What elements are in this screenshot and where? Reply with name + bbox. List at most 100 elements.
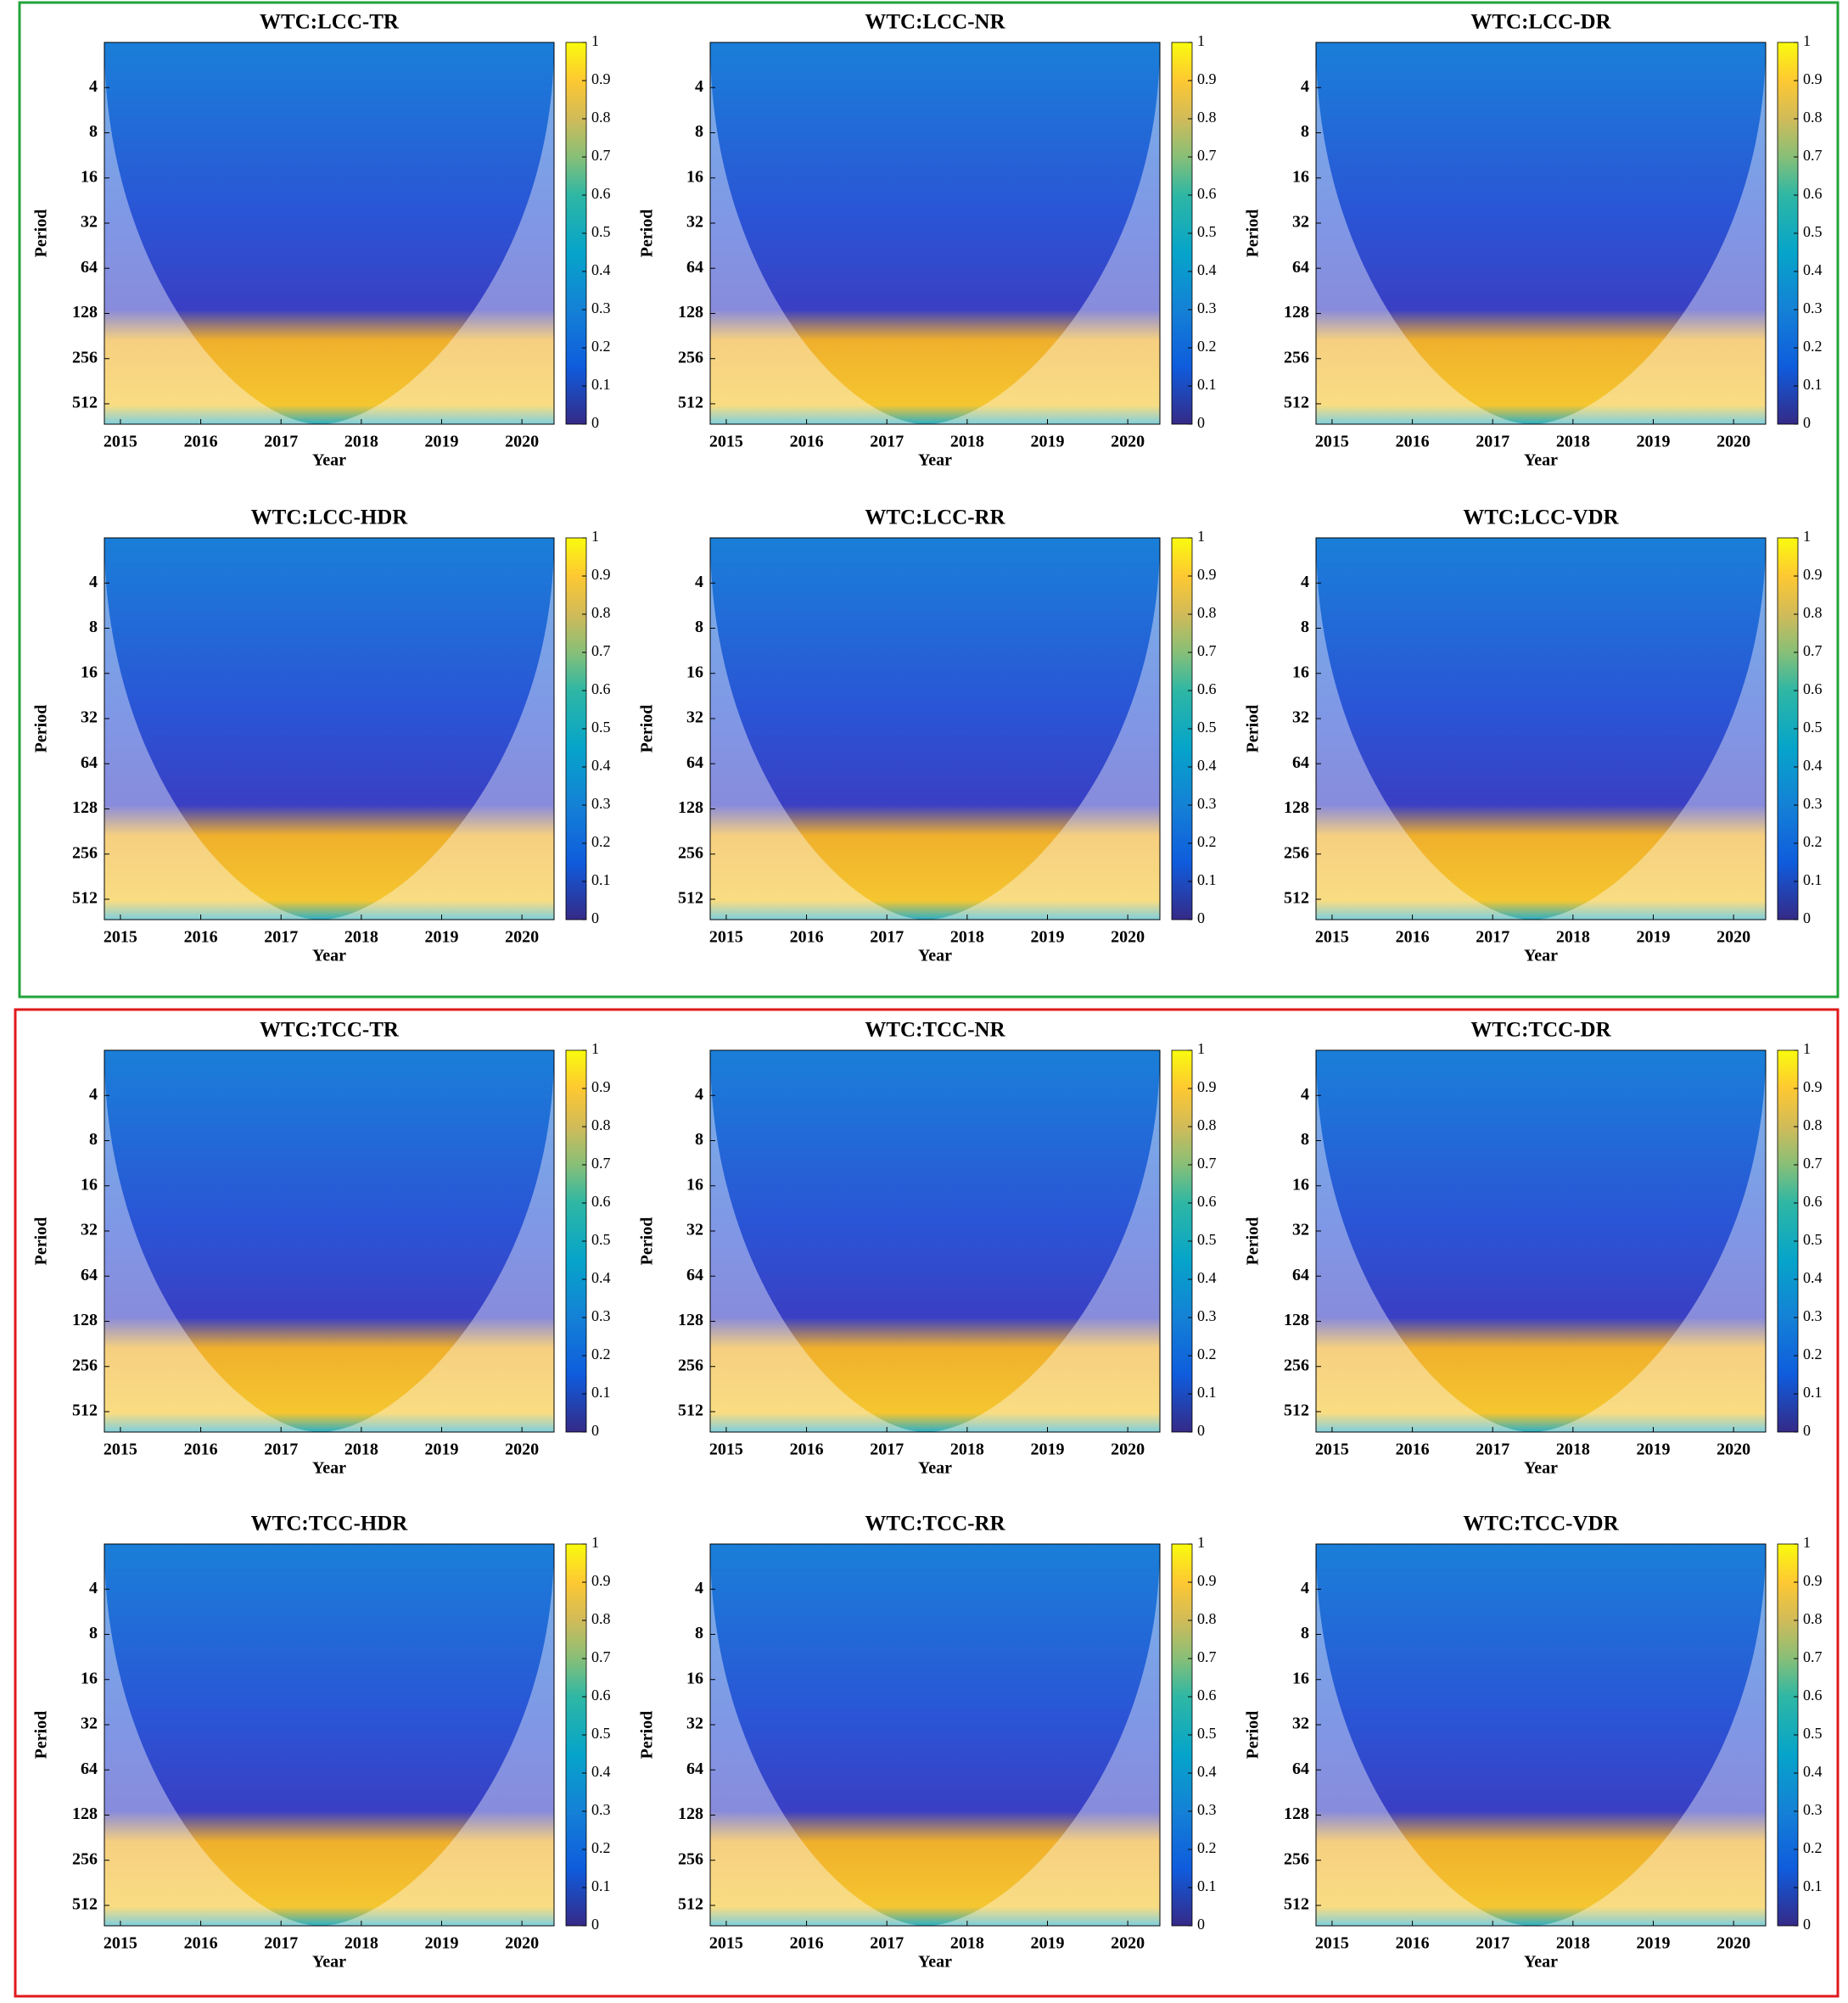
cone-of-influence: [1316, 1544, 1766, 1926]
x-tick-label: 2018: [344, 1934, 378, 1953]
x-tick-label: 2016: [184, 1441, 218, 1459]
x-axis-label: Year: [312, 947, 346, 965]
x-tick-label: 2018: [344, 433, 378, 451]
y-tick-label: 512: [72, 889, 98, 908]
cone-of-influence: [104, 538, 554, 920]
colorbar-tick-label: 0.2: [1197, 1839, 1217, 1856]
y-tick-label: 32: [81, 1221, 98, 1239]
colorbar-tick-label: 0.9: [591, 1572, 611, 1589]
x-tick-label: 2019: [1031, 1934, 1065, 1953]
y-tick-label: 128: [72, 798, 98, 817]
y-tick-label: 128: [678, 798, 703, 817]
y-tick-label: 8: [1301, 1130, 1309, 1149]
colorbar-tick-label: 0.6: [1803, 680, 1823, 697]
colorbar-tick-label: 0.1: [1803, 376, 1823, 393]
cone-of-influence: [710, 1050, 1160, 1432]
x-tick-label: 2020: [505, 928, 539, 947]
x-tick-label: 2015: [104, 1934, 137, 1953]
y-tick-label: 32: [81, 213, 98, 232]
colorbar-tick-label: 0: [1197, 1916, 1205, 1933]
colorbar-tick-label: 1: [1197, 528, 1205, 545]
y-tick-label: 512: [72, 1402, 98, 1420]
colorbar-tick-label: 1: [1197, 32, 1205, 49]
x-tick-label: 2019: [425, 1441, 459, 1459]
panel-title: WTC:TCC-HDR: [251, 1513, 409, 1536]
y-tick-label: 64: [81, 1760, 98, 1778]
x-tick-label: 2017: [264, 433, 298, 451]
y-axis-label: Period: [638, 1711, 657, 1760]
plot-frame: [709, 537, 1161, 920]
y-tick-label: 16: [686, 1669, 703, 1687]
colorbar-tick-label: 0.9: [591, 566, 611, 583]
colorbar-tick-label: 0.3: [591, 795, 611, 812]
x-tick-label: 2015: [104, 1441, 137, 1459]
x-tick-label: 2015: [104, 433, 137, 451]
colorbar-tick-label: 0.4: [1803, 261, 1823, 278]
coherence-field: [104, 1544, 554, 1926]
colorbar-tick-label: 0.2: [591, 1839, 611, 1856]
colorbar-tick-label: 1: [1803, 528, 1811, 545]
colorbar-tick-label: 0.8: [1803, 109, 1823, 126]
colorbar-tick-label: 0.9: [1197, 1572, 1217, 1589]
x-tick-label: 2015: [709, 1934, 743, 1953]
plot-frame: [104, 1049, 555, 1433]
y-tick-label: 8: [1301, 1624, 1309, 1642]
x-axis-label: Year: [1524, 947, 1558, 965]
y-tick-label: 4: [89, 1579, 98, 1597]
coherence-field: [104, 1050, 554, 1432]
colorbar-tick-label: 0.3: [1803, 795, 1823, 812]
y-tick-label: 4: [695, 1085, 703, 1104]
y-tick-label: 128: [1284, 303, 1309, 322]
colorbar-tick-label: 0.1: [1197, 1384, 1217, 1401]
x-tick-label: 2020: [1111, 433, 1145, 451]
y-tick-label: 64: [686, 258, 703, 277]
x-tick-label: 2016: [790, 928, 824, 947]
y-tick-label: 64: [1292, 258, 1309, 277]
y-axis-label: Period: [32, 1217, 51, 1266]
colorbar-tick-label: 0: [1803, 1916, 1811, 1933]
panel-title: WTC:TCC-RR: [865, 1513, 1005, 1536]
y-tick-label: 8: [1301, 122, 1309, 141]
colorbar-tick-label: 0.5: [591, 719, 611, 736]
colorbar-tick-label: 0.1: [1197, 1877, 1217, 1894]
colorbar-tick-label: 0: [1197, 909, 1205, 926]
panel-title: WTC:LCC-VDR: [1463, 506, 1619, 529]
colorbar-tick-label: 0.7: [591, 1155, 611, 1172]
x-tick-label: 2019: [1031, 1441, 1065, 1459]
y-tick-label: 256: [72, 1849, 98, 1868]
plot-frame: [1315, 42, 1767, 425]
y-tick-label: 8: [695, 1624, 703, 1642]
coherence-field: [104, 42, 554, 424]
y-tick-label: 512: [1284, 1895, 1309, 1914]
y-axis-label: Period: [32, 1711, 51, 1760]
x-tick-label: 2016: [184, 1934, 218, 1953]
colorbar-tick-label: 0.1: [591, 376, 611, 393]
x-tick-label: 2020: [1111, 928, 1145, 947]
coherence-field: [710, 1050, 1160, 1432]
y-tick-label: 64: [1292, 753, 1309, 772]
coherence-field: [710, 42, 1160, 424]
colorbar-tick-label: 0.8: [1197, 604, 1217, 621]
colorbar-tick-label: 0.4: [591, 1763, 611, 1780]
coherence-field: [710, 538, 1160, 920]
y-tick-label: 64: [686, 753, 703, 772]
y-tick-label: 512: [678, 1895, 703, 1914]
colorbar-tick-label: 0.9: [1197, 1078, 1217, 1095]
y-tick-label: 16: [81, 167, 98, 186]
y-axis-label: Period: [32, 210, 51, 258]
colorbar-tick-label: 0.2: [1803, 1839, 1823, 1856]
y-axis-label: Period: [1244, 210, 1263, 258]
x-tick-label: 2017: [1476, 928, 1509, 947]
colorbar-tick-label: 0.5: [1803, 1231, 1823, 1248]
x-tick-label: 2016: [184, 928, 218, 947]
colorbar-tick-label: 0.1: [1803, 1877, 1823, 1894]
x-tick-label: 2018: [1556, 1441, 1590, 1459]
colorbar-tick-label: 0.1: [591, 1877, 611, 1894]
colorbar-tick-label: 0.3: [1197, 1801, 1217, 1818]
panel-title: WTC:TCC-VDR: [1463, 1513, 1619, 1536]
y-tick-label: 32: [81, 1715, 98, 1733]
colorbar-tick-label: 0.5: [591, 223, 611, 240]
colorbar-tick-label: 0.2: [1197, 1346, 1217, 1362]
y-tick-label: 32: [686, 213, 703, 232]
y-tick-label: 8: [1301, 618, 1309, 636]
